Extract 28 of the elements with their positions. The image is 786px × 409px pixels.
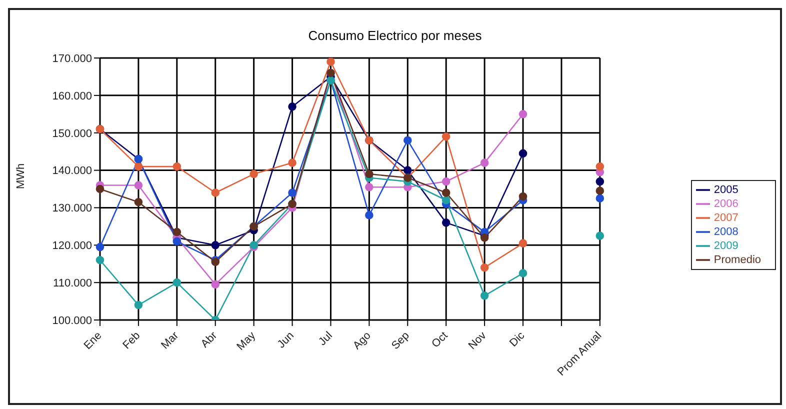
x-tick-label: Feb [120, 330, 143, 352]
x-tick-label: Ene [82, 330, 104, 352]
x-tick-label: Dic [507, 329, 528, 350]
x-tick-label: Jun [275, 330, 296, 351]
y-tick-label: 150.000 [52, 128, 92, 140]
legend-label: 2005 [714, 184, 738, 196]
x-tick-label: Ago [351, 330, 374, 352]
x-tick-label: Abr [198, 329, 220, 350]
x-tick-label: Sep [389, 330, 412, 352]
y-tick-label: 100.000 [52, 314, 92, 327]
y-tick-label: 160.000 [52, 90, 92, 102]
x-tick-label: Mar [159, 329, 182, 352]
y-tick-label: 170.000 [52, 52, 92, 65]
x-tick-label: Oct [430, 330, 450, 350]
legend-label: 2009 [714, 240, 738, 252]
chart-title: Consumo Electrico por meses [307, 27, 483, 45]
legend-label: 2007 [714, 212, 738, 224]
y-axis-title: MWh [14, 163, 27, 189]
y-tick-label: 110.000 [53, 277, 92, 290]
y-tick-label: 120.000 [52, 240, 92, 252]
legend-label: 2008 [714, 226, 738, 238]
legend-label: 2006 [714, 198, 738, 210]
x-tick-label: Nov [466, 329, 490, 352]
y-tick-label: 130.000 [52, 202, 92, 215]
legend-label: Promedio [714, 254, 761, 266]
x-tick-label: Jul [316, 330, 335, 348]
y-tick-label: 140.000 [52, 165, 92, 178]
x-tick-label: May [234, 329, 258, 353]
